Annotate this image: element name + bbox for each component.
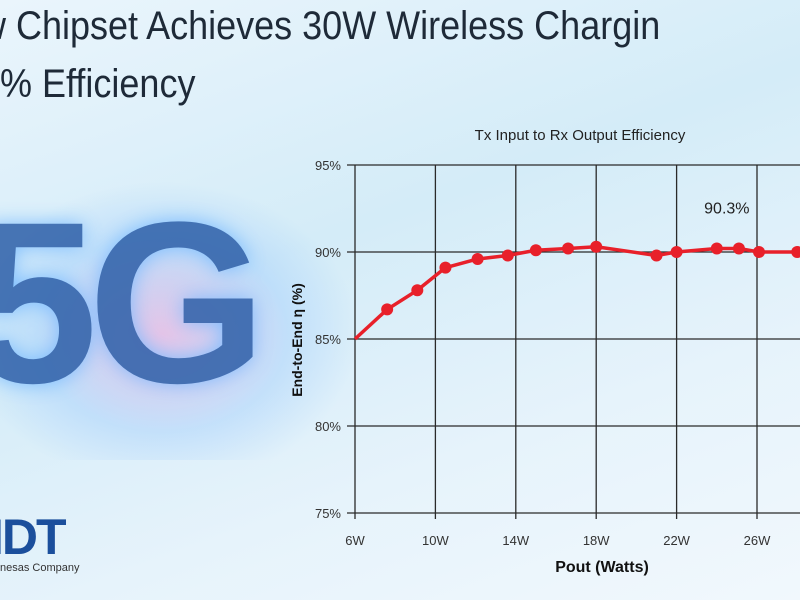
x-axis-label: Pout (Watts) [555, 559, 649, 576]
y-axis-label: End-to-End η (%) [289, 283, 305, 397]
x-tick-label: 10W [422, 533, 449, 548]
data-point [471, 252, 484, 265]
headline-line-1: w Chipset Achieves 30W Wireless Chargin [0, 4, 661, 48]
data-point [590, 240, 603, 253]
x-tick-label: 14W [502, 533, 529, 548]
y-tick-label: 85% [315, 332, 341, 347]
5g-graphic: 5G [0, 174, 267, 431]
glow-decoration [0, 180, 360, 460]
x-tick-label: 6W [345, 533, 365, 548]
data-point [411, 284, 424, 297]
data-point [732, 242, 745, 255]
chart-title: Tx Input to Rx Output Efficiency [475, 127, 686, 144]
data-point [710, 242, 723, 255]
data-point [650, 249, 663, 262]
idt-logo: IDT [0, 509, 67, 565]
data-point [501, 249, 514, 262]
data-point [753, 246, 766, 258]
data-point [791, 246, 800, 258]
x-tick-label: 26W [744, 533, 771, 548]
data-point [439, 261, 452, 274]
y-tick-label: 75% [315, 506, 341, 521]
y-tick-label: 90% [315, 245, 341, 260]
headline-line-2: 0% Efficiency [0, 62, 196, 106]
data-point [381, 303, 394, 316]
annotation-label: 90.3% [704, 201, 749, 218]
x-tick-label: 22W [663, 533, 690, 548]
logo-subtitle: nesas Company [0, 562, 80, 574]
data-point [529, 244, 542, 257]
x-tick-label: 18W [583, 533, 610, 548]
y-tick-label: 95% [315, 158, 341, 173]
data-point [562, 242, 575, 255]
data-point [670, 246, 683, 258]
y-tick-label: 80% [315, 419, 341, 434]
